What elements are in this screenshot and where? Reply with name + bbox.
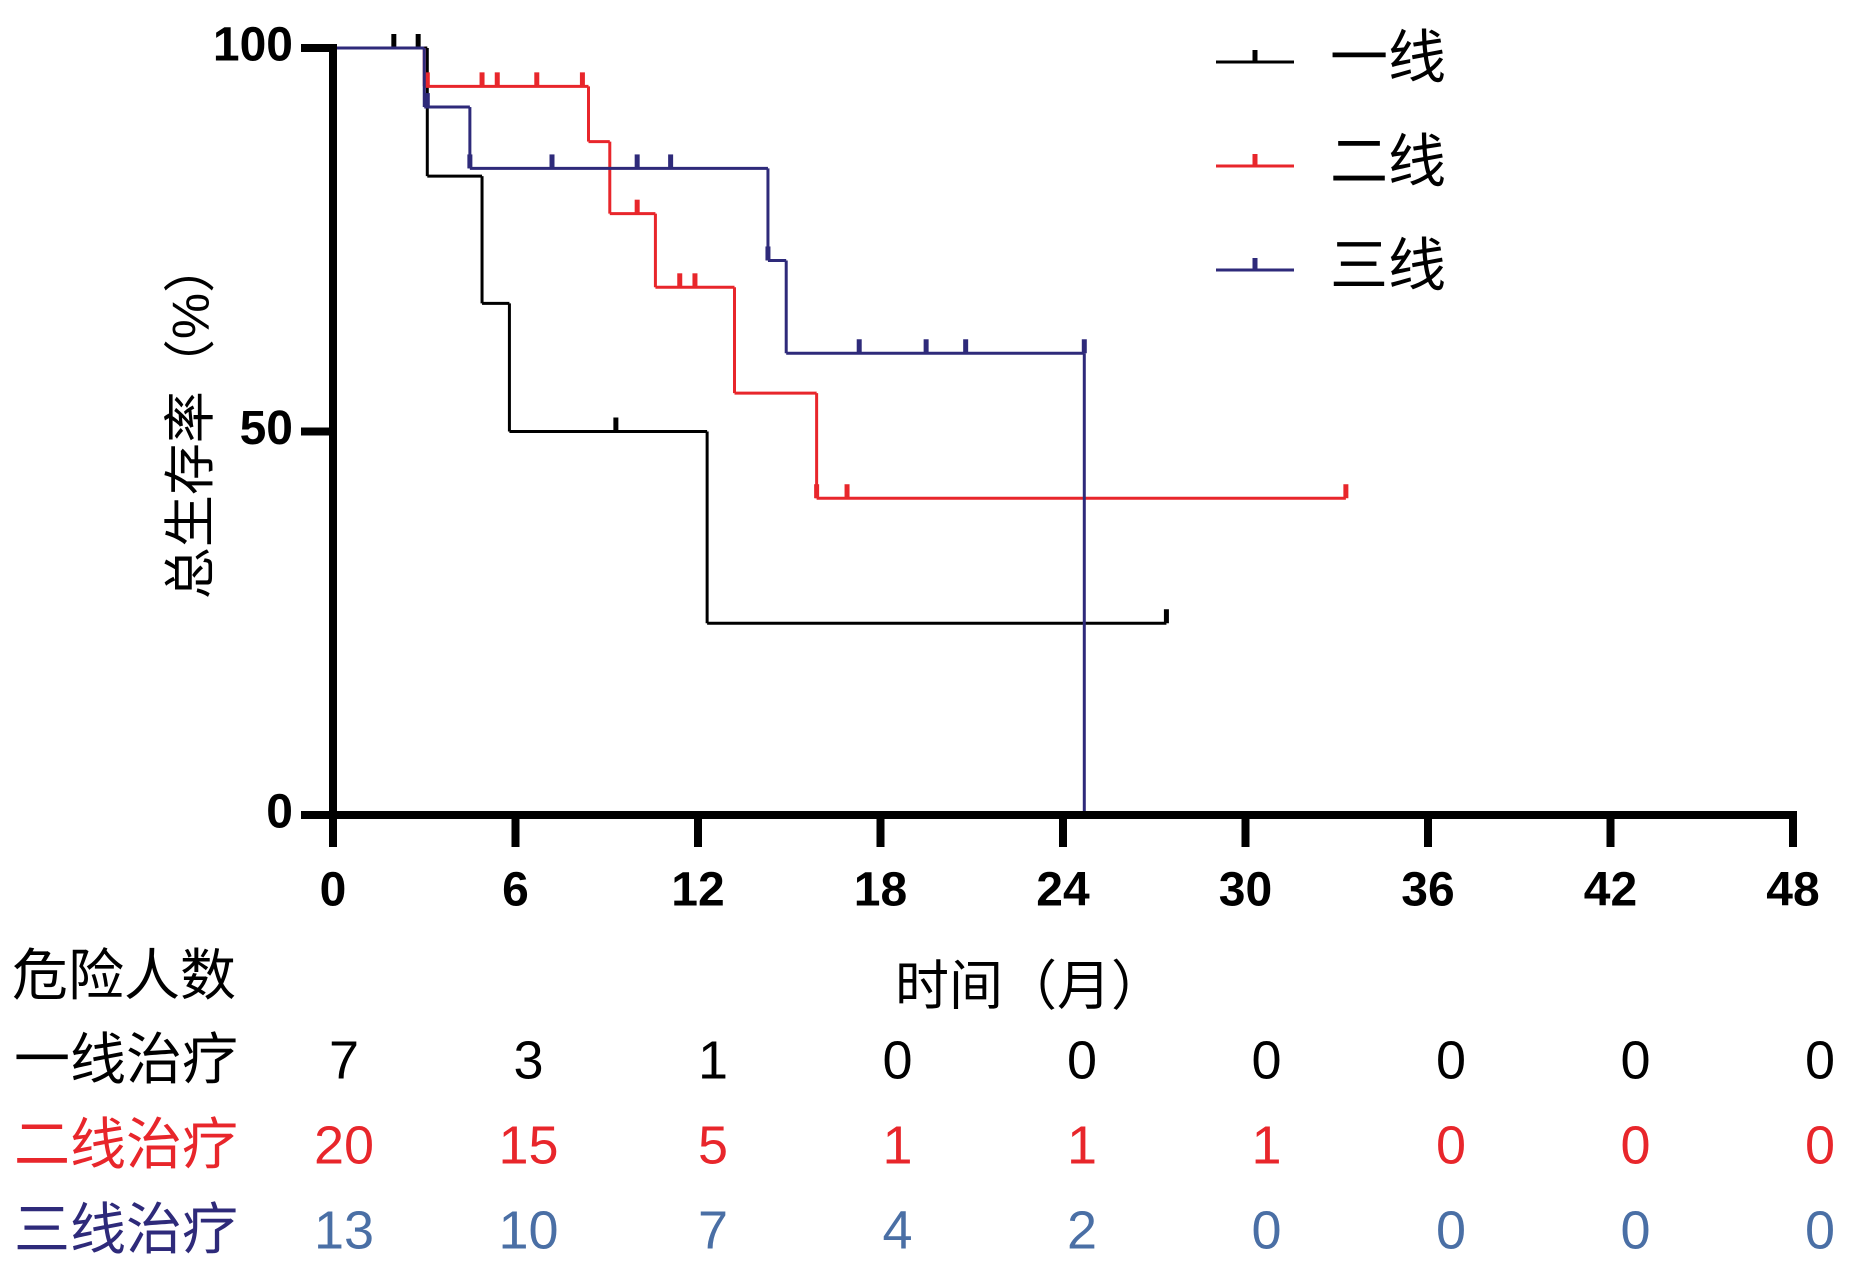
legend-label: 二线 bbox=[1330, 129, 1446, 194]
y-tick-label: 100 bbox=[213, 19, 293, 72]
legend-label: 三线 bbox=[1330, 233, 1446, 298]
x-tick-label: 30 bbox=[1219, 864, 1272, 917]
risk-count: 5 bbox=[698, 1115, 728, 1175]
risk-count: 13 bbox=[314, 1200, 374, 1260]
x-tick-label: 0 bbox=[320, 864, 347, 917]
risk-table-title: 危险人数 bbox=[12, 944, 236, 1007]
risk-count: 7 bbox=[329, 1030, 359, 1090]
risk-count: 0 bbox=[1436, 1030, 1466, 1090]
risk-count: 1 bbox=[1067, 1115, 1097, 1175]
risk-row-label: 三线治疗 bbox=[14, 1198, 238, 1261]
risk-count: 0 bbox=[1067, 1030, 1097, 1090]
risk-count: 0 bbox=[1436, 1200, 1466, 1260]
y-tick-label: 50 bbox=[240, 402, 293, 455]
risk-row-label: 二线治疗 bbox=[14, 1113, 238, 1176]
x-tick-label: 48 bbox=[1766, 864, 1819, 917]
risk-count: 0 bbox=[1620, 1115, 1650, 1175]
risk-row-label: 一线治疗 bbox=[14, 1028, 238, 1091]
x-tick-label: 6 bbox=[502, 864, 529, 917]
risk-count: 4 bbox=[882, 1200, 912, 1260]
x-tick-label: 36 bbox=[1401, 864, 1454, 917]
legend-label: 一线 bbox=[1330, 25, 1446, 90]
risk-count: 15 bbox=[498, 1115, 558, 1175]
risk-count: 0 bbox=[1251, 1030, 1281, 1090]
risk-count: 1 bbox=[882, 1115, 912, 1175]
risk-count: 7 bbox=[698, 1200, 728, 1260]
risk-count: 1 bbox=[698, 1030, 728, 1090]
risk-count: 0 bbox=[1805, 1030, 1835, 1090]
x-axis-label: 时间（月） bbox=[895, 956, 1165, 1016]
risk-count: 3 bbox=[513, 1030, 543, 1090]
risk-count: 0 bbox=[1251, 1200, 1281, 1260]
risk-count: 0 bbox=[1620, 1200, 1650, 1260]
y-axis-label: 总生存率（%） bbox=[163, 241, 221, 599]
x-tick-label: 42 bbox=[1584, 864, 1637, 917]
x-tick-label: 18 bbox=[854, 864, 907, 917]
risk-count: 1 bbox=[1251, 1115, 1281, 1175]
risk-count: 2 bbox=[1067, 1200, 1097, 1260]
risk-count: 0 bbox=[1436, 1115, 1466, 1175]
risk-count: 0 bbox=[882, 1030, 912, 1090]
x-tick-label: 24 bbox=[1036, 864, 1090, 917]
risk-count: 0 bbox=[1805, 1115, 1835, 1175]
risk-count: 0 bbox=[1805, 1200, 1835, 1260]
risk-count: 10 bbox=[498, 1200, 558, 1260]
x-tick-label: 12 bbox=[671, 864, 724, 917]
risk-count: 0 bbox=[1620, 1030, 1650, 1090]
risk-count: 20 bbox=[314, 1115, 374, 1175]
y-tick-label: 0 bbox=[266, 786, 293, 839]
